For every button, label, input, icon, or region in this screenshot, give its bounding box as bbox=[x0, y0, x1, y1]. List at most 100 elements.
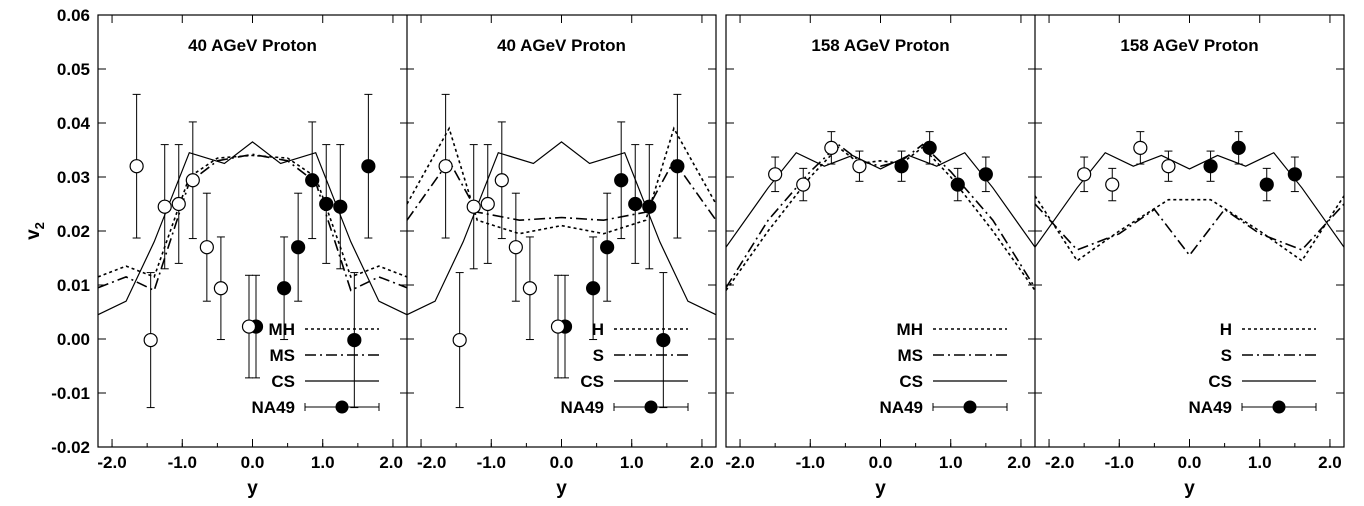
legend-marker bbox=[335, 400, 349, 414]
data-point bbox=[241, 274, 257, 379]
data-point bbox=[494, 121, 509, 240]
open-circle-marker bbox=[199, 240, 214, 255]
legend-label: MS bbox=[270, 346, 296, 365]
legend-entry: MS bbox=[898, 346, 1007, 365]
legend-label: NA49 bbox=[561, 398, 604, 417]
filled-circle-marker bbox=[1231, 140, 1246, 155]
x-tick-label: 1.0 bbox=[939, 453, 963, 472]
y-tick-label: 0.02 bbox=[57, 222, 90, 241]
filled-circle-marker bbox=[894, 159, 909, 174]
legend-label: NA49 bbox=[880, 398, 923, 417]
legend-entry: S bbox=[1221, 346, 1316, 365]
data-point bbox=[628, 144, 643, 264]
panel-1: 40 AGeV Proton -2.0 -1.0 0.0 1.0 2.0 y MH MS CS NA… bbox=[97, 15, 407, 499]
x-tick-label: 1.0 bbox=[311, 453, 335, 472]
data-point bbox=[199, 192, 214, 302]
panel-4: 158 AGeV Proton -2.0 -1.0 0.0 1.0 2.0 y HS CS NA4… bbox=[1035, 15, 1344, 499]
legend-entry: MH bbox=[897, 320, 1007, 339]
open-circle-marker bbox=[129, 159, 144, 174]
filled-circle-marker bbox=[922, 140, 937, 155]
plot-area bbox=[407, 93, 716, 409]
data-point bbox=[922, 131, 937, 165]
data-point bbox=[1105, 167, 1120, 202]
legend-label: S bbox=[1221, 346, 1232, 365]
panel-2: 40 AGeV Proton -2.0 -1.0 0.0 1.0 2.0 y HS CS NA49 bbox=[407, 15, 716, 499]
data-point bbox=[480, 144, 495, 264]
legend-entry: MH bbox=[269, 320, 379, 339]
panel-title: 40 AGeV Proton bbox=[188, 36, 317, 55]
filled-circle-marker bbox=[319, 196, 334, 212]
data-point bbox=[1161, 150, 1176, 182]
filled-circle-marker bbox=[600, 240, 615, 255]
open-circle-marker bbox=[438, 159, 453, 174]
data-point bbox=[361, 93, 376, 239]
x-tick-label: -2.0 bbox=[417, 453, 446, 472]
data-point bbox=[129, 93, 144, 239]
x-tick-label: -2.0 bbox=[97, 453, 126, 472]
legend-entry: S bbox=[593, 346, 688, 365]
x-tick-label: -1.0 bbox=[1105, 453, 1134, 472]
plot-area bbox=[98, 93, 407, 409]
legend-marker bbox=[963, 400, 977, 414]
filled-circle-marker bbox=[305, 173, 320, 188]
legend: MH MS CS NA49 bbox=[252, 320, 380, 417]
data-point bbox=[185, 121, 200, 240]
legend-entry: CS bbox=[1208, 372, 1316, 391]
open-circle-marker bbox=[1161, 159, 1176, 174]
legend: HS CS NA49 bbox=[1189, 320, 1317, 417]
x-tick-label: 2.0 bbox=[1318, 453, 1342, 472]
legend-entry: CS bbox=[271, 372, 379, 391]
series-line-mh bbox=[726, 146, 1035, 291]
open-circle-marker bbox=[508, 240, 523, 255]
data-point bbox=[1203, 150, 1218, 182]
data-point bbox=[852, 150, 867, 182]
open-circle-marker bbox=[241, 319, 257, 334]
open-circle-marker bbox=[480, 196, 495, 212]
x-axis-label: y bbox=[556, 478, 567, 499]
series-line-s bbox=[407, 159, 716, 222]
filled-circle-marker bbox=[291, 240, 306, 255]
open-circle-marker bbox=[143, 332, 158, 348]
filled-circle-marker bbox=[361, 159, 376, 174]
legend-entry: NA49 bbox=[880, 398, 1008, 417]
filled-circle-marker bbox=[950, 177, 965, 192]
x-axis-label: y bbox=[247, 478, 258, 499]
x-axis-label: y bbox=[875, 478, 886, 499]
y-axis-label-main: v bbox=[23, 229, 44, 240]
data-point bbox=[670, 93, 685, 239]
open-circle-marker bbox=[522, 281, 537, 296]
data-point bbox=[1077, 156, 1092, 193]
filled-circle-marker bbox=[1259, 177, 1274, 192]
legend-label: MH bbox=[897, 320, 923, 339]
data-point bbox=[1259, 167, 1274, 202]
x-tick-label: -1.0 bbox=[168, 453, 197, 472]
filled-circle-marker bbox=[586, 281, 601, 296]
data-point bbox=[143, 272, 158, 409]
open-circle-marker bbox=[171, 196, 186, 212]
filled-circle-marker bbox=[628, 196, 643, 212]
data-point bbox=[978, 156, 993, 193]
panels: 40 AGeV Proton -2.0 -1.0 0.0 1.0 2.0 y MH MS CS NA… bbox=[97, 15, 1344, 499]
filled-circle-marker bbox=[670, 159, 685, 174]
y-axis: 0.06 0.05 0.04 0.03 0.02 0.01 0.00 -0.01 -0.02 v2 bbox=[23, 6, 1344, 457]
series-line-s bbox=[1035, 203, 1344, 257]
y-tick-label: 0.05 bbox=[57, 60, 90, 79]
legend-entry: NA49 bbox=[561, 398, 689, 417]
data-point bbox=[550, 274, 566, 379]
data-point bbox=[157, 144, 172, 270]
y-tick-label: -0.02 bbox=[51, 438, 90, 457]
panel-title: 158 AGeV Proton bbox=[811, 36, 949, 55]
legend-label: NA49 bbox=[252, 398, 295, 417]
data-point bbox=[452, 272, 467, 409]
plot-area bbox=[1035, 131, 1344, 262]
x-tick-label: 0.0 bbox=[869, 453, 893, 472]
x-tick-label: 2.0 bbox=[379, 453, 403, 472]
filled-circle-marker bbox=[333, 199, 348, 214]
open-circle-marker bbox=[796, 177, 811, 192]
data-point bbox=[656, 272, 671, 409]
open-circle-marker bbox=[213, 281, 228, 296]
legend-label: CS bbox=[271, 372, 295, 391]
data-point bbox=[586, 236, 601, 341]
series-line-ms bbox=[98, 153, 407, 292]
